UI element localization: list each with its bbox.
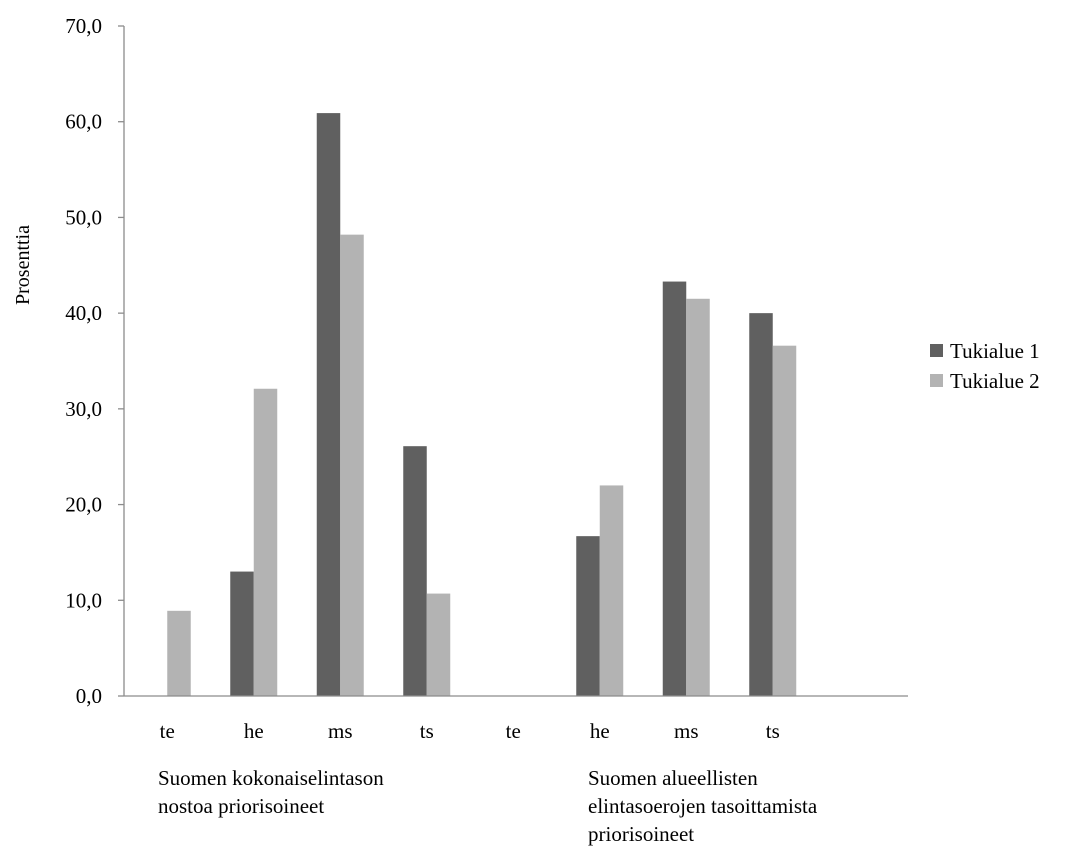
group-label-1: Suomen kokonaiselintason nostoa priorisoi… — [158, 766, 384, 818]
x-category-label: he — [590, 719, 610, 743]
bar-tukialue-2-ms — [686, 298, 710, 696]
legend-swatch — [930, 374, 943, 387]
bar-tukialue-2-ts — [772, 345, 797, 696]
bar-tukialue-1-he — [230, 571, 254, 696]
x-category-label: ms — [674, 719, 699, 743]
bar-tukialue-1-ts — [403, 446, 427, 696]
y-tick-label: 60,0 — [65, 110, 102, 134]
x-category-label: te — [160, 719, 175, 743]
category-labels: te he ms ts te he ms ts — [160, 719, 780, 743]
group-label-line: nostoa priorisoineet — [158, 794, 324, 818]
y-tick-label: 0,0 — [76, 684, 102, 708]
bar-tukialue-2-te — [167, 610, 191, 696]
y-tick-label: 20,0 — [65, 493, 102, 517]
y-tick-label: 10,0 — [65, 588, 102, 612]
bar-tukialue-1-ms — [662, 281, 687, 696]
axes — [123, 26, 908, 697]
y-axis-label-text: Prosenttia — [12, 225, 34, 305]
group-label-line: priorisoineet — [588, 822, 694, 846]
y-tick-label: 40,0 — [65, 301, 102, 325]
x-category-label: ms — [328, 719, 353, 743]
bar-tukialue-1-ts — [749, 313, 773, 696]
legend-swatch — [930, 344, 943, 357]
legend-entry-label: Tukialue 1 — [950, 339, 1040, 363]
bar-tukialue-2-ms — [340, 234, 364, 696]
group-label-line: Suomen kokonaiselintason — [158, 766, 384, 790]
x-category-label: te — [506, 719, 521, 743]
y-axis-label: Prosenttia — [12, 225, 34, 305]
bar-tukialue-1-he — [576, 536, 600, 696]
x-category-label: ts — [420, 719, 434, 743]
y-tick-label: 30,0 — [65, 397, 102, 421]
x-category-label: ts — [766, 719, 780, 743]
group-label-2: Suomen alueellisten elintasoerojen tasoit… — [588, 766, 818, 846]
x-category-label: he — [244, 719, 264, 743]
bar-tukialue-2-ts — [426, 593, 451, 696]
bar-tukialue-1-ms — [316, 113, 341, 697]
group-labels: Suomen kokonaiselintason nostoa priorisoi… — [158, 766, 818, 846]
y-axis-ticks: 0,0 10,0 20,0 30,0 40,0 50,0 60,0 70,0 — [65, 14, 124, 708]
bars — [167, 113, 797, 697]
bar-tukialue-2-he — [253, 388, 278, 696]
y-tick-label: 50,0 — [65, 205, 102, 229]
bar-tukialue-2-he — [599, 485, 624, 696]
group-label-line: Suomen alueellisten — [588, 766, 758, 790]
legend-entry-label: Tukialue 2 — [950, 369, 1040, 393]
y-tick-label: 70,0 — [65, 14, 102, 38]
group-label-line: elintasoerojen tasoittamista — [588, 794, 818, 818]
legend: Tukialue 1 Tukialue 2 — [930, 339, 1040, 393]
